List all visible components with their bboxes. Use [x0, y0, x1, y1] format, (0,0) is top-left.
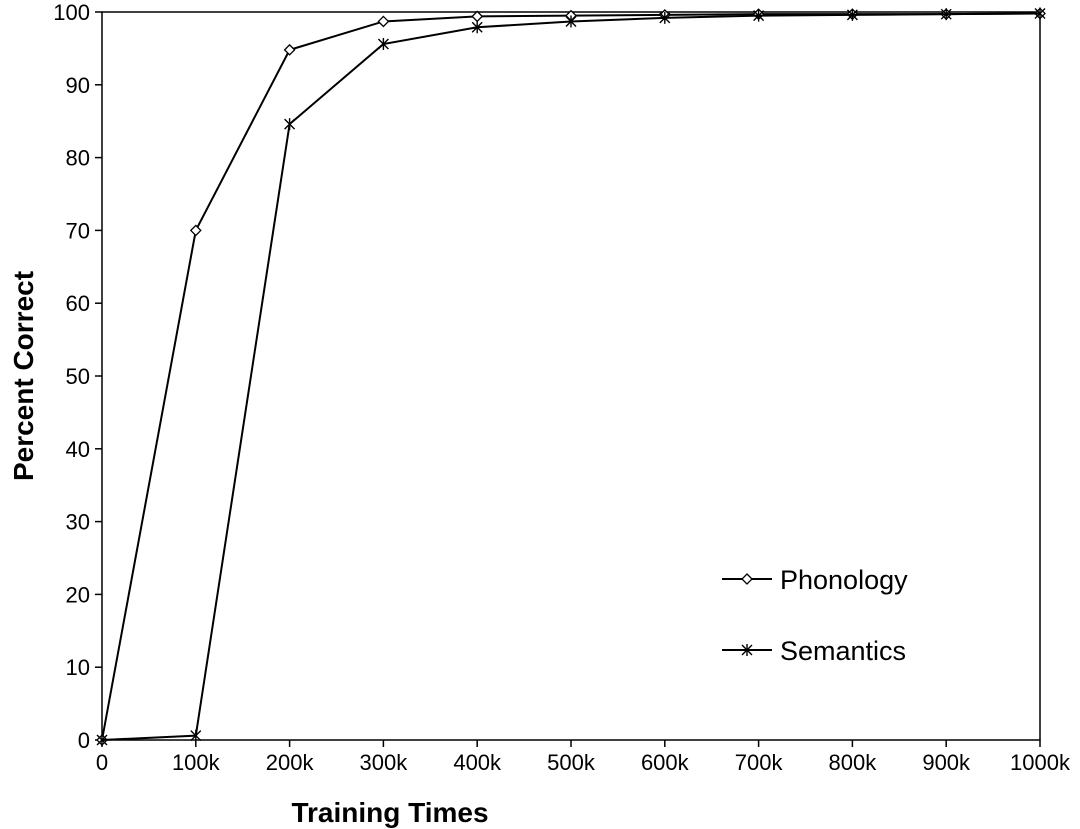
phonology-point — [377, 15, 390, 28]
y-tick-label: 50 — [66, 364, 90, 389]
semantics-line — [101, 12, 1041, 741]
y-tick-label: 80 — [66, 146, 90, 171]
legend-item-semantics: Semantics — [722, 636, 906, 666]
y-axis-ticks: 0 10 20 30 40 50 60 70 80 90 100 — [53, 0, 102, 753]
phonology-point — [189, 224, 202, 237]
x-tick-label: 100k — [172, 750, 221, 775]
y-tick-label: 10 — [66, 655, 90, 680]
semantics-point — [659, 11, 671, 24]
legend-label: Phonology — [780, 565, 908, 595]
legend: Phonology Semantics — [722, 565, 908, 666]
phonology-point — [741, 573, 753, 585]
semantics-point — [284, 118, 296, 131]
phonology-point — [283, 43, 296, 56]
x-tick-label: 400k — [453, 750, 502, 775]
series-layer — [96, 7, 1046, 746]
semantics-point — [753, 9, 765, 22]
y-tick-label: 60 — [66, 291, 90, 316]
y-tick-label: 20 — [66, 582, 90, 607]
y-tick-label: 90 — [66, 73, 90, 98]
x-tick-label: 800k — [829, 750, 878, 775]
y-tick-label: 70 — [66, 218, 90, 243]
semantics-point — [1034, 7, 1046, 20]
semantics-point — [96, 734, 108, 746]
y-tick-label: 0 — [78, 728, 90, 753]
legend-label: Semantics — [780, 636, 906, 666]
x-tick-label: 1000k — [1010, 750, 1071, 775]
x-axis-ticks: 0 100k 200k 300k 400k 500k 600k 700k 800k 900k 100… — [96, 740, 1071, 775]
semantics-point — [471, 21, 483, 34]
semantics-point — [190, 729, 202, 742]
y-axis-title: Percent Correct — [8, 271, 39, 481]
x-tick-label: 600k — [641, 750, 690, 775]
x-axis-title: Training Times — [291, 797, 488, 828]
phonology-point — [471, 10, 484, 23]
semantics-point — [846, 8, 858, 21]
x-tick-label: 300k — [360, 750, 409, 775]
legend-item-phonology: Phonology — [722, 565, 908, 595]
x-tick-label: 0 — [96, 750, 108, 775]
semantics-point — [741, 644, 753, 656]
x-tick-label: 500k — [547, 750, 596, 775]
phonology-line — [101, 12, 1041, 741]
y-tick-label: 30 — [66, 510, 90, 535]
plot-area-frame — [101, 11, 1041, 741]
x-tick-label: 200k — [266, 750, 315, 775]
semantics-point — [940, 8, 952, 21]
semantics-point — [565, 15, 577, 28]
x-tick-label: 700k — [735, 750, 784, 775]
y-tick-label: 100 — [53, 0, 90, 25]
y-tick-label: 40 — [66, 437, 90, 462]
x-tick-label: 900k — [922, 750, 971, 775]
semantics-point — [377, 38, 389, 51]
